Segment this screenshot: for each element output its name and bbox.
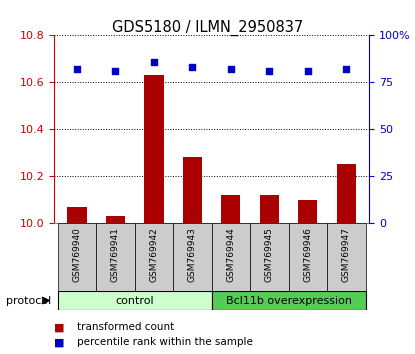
Point [266, 68, 273, 74]
Bar [250, 223, 288, 292]
Bar [173, 223, 212, 292]
Point [189, 64, 196, 70]
Text: ■: ■ [54, 322, 64, 332]
Bar [106, 216, 125, 223]
Text: GSM769940: GSM769940 [73, 227, 81, 282]
Bar [260, 195, 279, 223]
Bar [67, 207, 87, 223]
Text: GSM769945: GSM769945 [265, 227, 274, 282]
Bar [221, 195, 241, 223]
Bar [288, 223, 327, 292]
Bar [58, 291, 212, 310]
Bar [58, 223, 96, 292]
Bar [183, 158, 202, 223]
Bar [96, 223, 135, 292]
Text: Bcl11b overexpression: Bcl11b overexpression [226, 296, 352, 306]
Text: percentile rank within the sample: percentile rank within the sample [77, 337, 253, 347]
Point [151, 59, 157, 64]
Text: ■: ■ [54, 337, 64, 347]
Bar [212, 223, 250, 292]
Text: control: control [115, 296, 154, 306]
Text: GSM769941: GSM769941 [111, 227, 120, 282]
Text: GSM769946: GSM769946 [303, 227, 312, 282]
Text: GSM769947: GSM769947 [342, 227, 351, 282]
Bar [144, 75, 164, 223]
Text: transformed count: transformed count [77, 322, 174, 332]
Text: GSM769944: GSM769944 [226, 227, 235, 282]
Point [343, 66, 349, 72]
Bar [212, 291, 366, 310]
Bar [135, 223, 173, 292]
Point [227, 66, 234, 72]
Text: GSM769942: GSM769942 [149, 227, 159, 282]
Point [112, 68, 119, 74]
Bar [337, 164, 356, 223]
Point [305, 68, 311, 74]
Bar [327, 223, 366, 292]
Text: GSM769943: GSM769943 [188, 227, 197, 282]
Bar [298, 200, 317, 223]
Point [74, 66, 81, 72]
Text: protocol: protocol [6, 296, 51, 306]
Text: GDS5180 / ILMN_2950837: GDS5180 / ILMN_2950837 [112, 19, 303, 36]
